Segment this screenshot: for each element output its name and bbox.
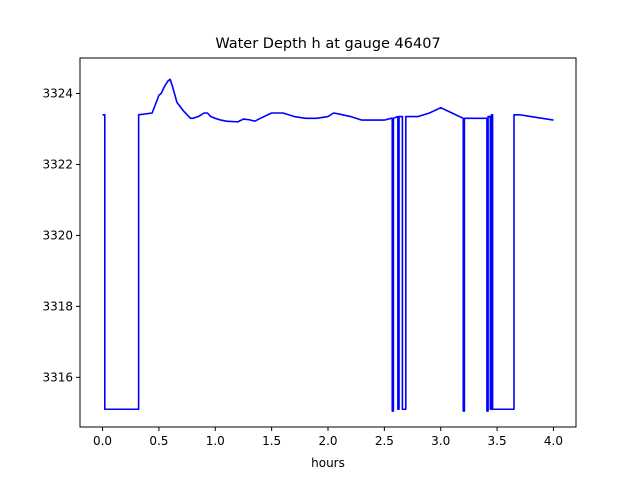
x-tick-label: 1.0 <box>206 434 225 448</box>
x-tick-label: 0.5 <box>149 434 168 448</box>
chart-title: Water Depth h at gauge 46407 <box>215 36 440 52</box>
x-axis-label: hours <box>311 456 345 470</box>
x-tick-label: 3.0 <box>431 434 450 448</box>
y-tick-label: 3324 <box>42 86 73 100</box>
x-tick-label: 4.0 <box>544 434 563 448</box>
x-tick-label: 1.5 <box>262 434 281 448</box>
y-tick-label: 3316 <box>42 370 73 384</box>
x-tick-label: 2.5 <box>375 434 394 448</box>
series-layer <box>102 78 554 412</box>
x-tick-label: 3.5 <box>488 434 507 448</box>
x-tick-label: 2.0 <box>318 434 337 448</box>
x-tick-label: 0.0 <box>93 434 112 448</box>
y-tick-label: 3320 <box>42 228 73 242</box>
y-tick-label: 3322 <box>42 157 73 171</box>
axes-layer: 0.0 0.5 1.0 1.5 2.0 2.5 3.0 3.5 4.0 3316 3318 3320 3… <box>42 57 577 448</box>
series-line-0 <box>102 78 554 412</box>
y-tick-label: 3318 <box>42 299 73 313</box>
